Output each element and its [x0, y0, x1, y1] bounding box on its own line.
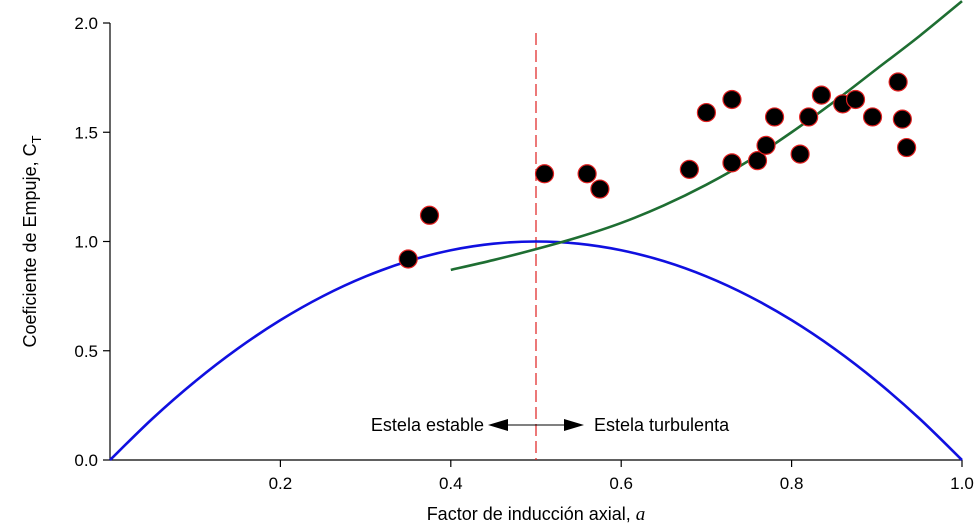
data-point [756, 135, 776, 155]
x-axis-title-variable: a [636, 504, 646, 525]
series-layer [109, 0, 963, 461]
x-tick-label: 0.8 [780, 474, 804, 493]
data-point [722, 153, 742, 173]
x-axis-title: Factor de inducción axial, a [427, 504, 646, 525]
data-point [590, 179, 610, 199]
data-point [577, 164, 597, 184]
y-tick-label: 0.0 [74, 451, 98, 470]
x-tick-label: 0.6 [609, 474, 633, 493]
data-point [747, 151, 768, 171]
x-tick-label: 0.2 [269, 474, 293, 493]
data-point [679, 159, 699, 179]
data-point [419, 205, 440, 225]
data-point [862, 107, 883, 127]
data-point [888, 72, 908, 92]
x-tick-label: 0.4 [439, 474, 463, 493]
data-point [811, 85, 832, 105]
annotation-stable-wake: Estela estable [371, 415, 484, 435]
data-point [790, 144, 810, 164]
series-line-1 [450, 0, 963, 272]
data-point [534, 164, 555, 184]
y-axis-title-subscript: T [29, 135, 44, 143]
y-axis-title: Coeficiente de Empuje, CT [20, 135, 44, 347]
x-axis-title-text: Factor de inducción axial, [427, 504, 636, 524]
annotation-turbulent-wake: Estela turbulenta [594, 415, 730, 435]
data-point [398, 249, 418, 269]
y-tick-label: 0.5 [74, 342, 98, 361]
arrow-left-icon [488, 419, 508, 432]
series-line-0 [109, 240, 963, 461]
y-tick-label: 2.0 [74, 14, 98, 33]
data-point [696, 102, 717, 123]
y-tick-label: 1.0 [74, 233, 98, 252]
data-point [892, 109, 912, 129]
ticks [103, 22, 963, 467]
y-axis-title-text: Coeficiente de Empuje, C [20, 143, 40, 347]
arrow-right-icon [564, 419, 584, 432]
tick-labels: 0.0 0.5 1.0 1.5 2.0 0.2 0.4 0.6 0.8 1.0 [74, 14, 973, 493]
data-point [764, 107, 785, 127]
x-tick-label: 1.0 [950, 474, 974, 493]
data-point [799, 107, 819, 127]
data-point [897, 137, 917, 158]
annotation-layer: Estela estable Estela turbulenta [371, 415, 730, 435]
data-point [722, 89, 742, 110]
y-tick-label: 1.5 [74, 123, 98, 142]
data-point [845, 89, 866, 110]
